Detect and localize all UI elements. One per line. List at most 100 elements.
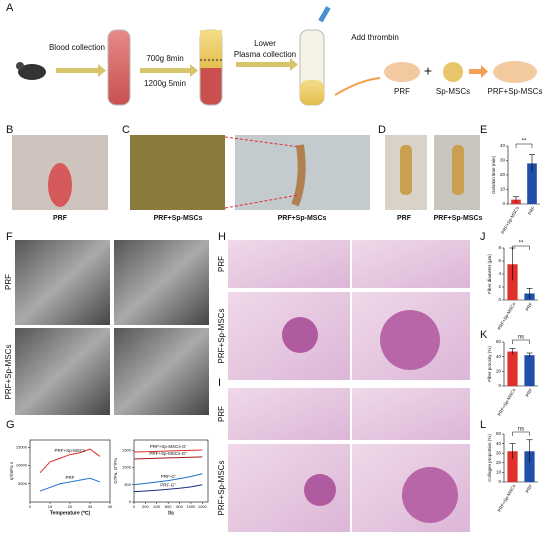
row-label: PRF [217, 406, 226, 422]
scheme-text: 700g 8min [146, 54, 183, 63]
x-tick-label: PRF [525, 301, 534, 312]
bar [507, 451, 518, 482]
significance-bracket [512, 245, 530, 250]
panel-label: E [480, 124, 487, 136]
y-tick-label: 60 [496, 339, 502, 344]
series-label: PRF+Sp-MSCs [55, 448, 87, 453]
y-tick-label: 20 [496, 460, 502, 465]
panel-label: I [218, 377, 221, 389]
panel-label: A [6, 2, 14, 14]
x-tick-label: 200 [142, 504, 149, 509]
panel-label: J [480, 231, 486, 243]
y-tick-label: 1000 [122, 465, 132, 470]
y-tick-label: 2 [498, 284, 501, 289]
x-tick-label: 1200 [198, 504, 208, 509]
series-line [133, 473, 203, 486]
y-axis-label: η*/mPa s [9, 461, 14, 480]
sem-image [15, 328, 110, 415]
y-tick-label: 4 [498, 271, 501, 276]
y-tick-label: 0 [498, 383, 501, 388]
sem-image [15, 240, 110, 325]
y-tick-label: 50 [496, 431, 502, 436]
scheme-text: Plasma collection [234, 50, 296, 59]
x-tick-label: PRF+Sp-MSCs [497, 483, 517, 513]
x-tick-label: PRF+Sp-MSCs [497, 301, 517, 331]
bar [527, 163, 537, 204]
x-tick-label: 600 [165, 504, 172, 509]
sem-image [114, 240, 209, 325]
row-label: PRF+Sp-MSCs [217, 309, 226, 364]
x-tick-label: PRF+Sp-MSCs [497, 387, 517, 417]
scheme-text: Add thrombin [351, 33, 399, 42]
scheme-graphics [16, 6, 537, 106]
y-tick-label: 500 [124, 482, 131, 487]
y-tick-label: 30 [500, 158, 506, 163]
caption: PRF+Sp-MSCs [278, 215, 327, 222]
x-tick-label: 0 [29, 504, 32, 509]
row-label: PRF+Sp-MSCs [4, 345, 13, 400]
scheme-text: Blood collection [49, 43, 105, 52]
y-tick-label: 10 [496, 470, 502, 475]
y-tick-label: 20 [500, 172, 506, 177]
panel-label: B [6, 124, 13, 136]
photos [12, 135, 480, 532]
panel-label: H [218, 231, 226, 243]
caption: PRF+Sp-MSCs [154, 215, 203, 222]
y-tick-label: 8 [498, 245, 501, 250]
bar [524, 355, 535, 386]
stain-image [228, 240, 350, 288]
series-label: PRF+Sp-MSCs-G'' [149, 451, 187, 456]
annotation: ** [519, 241, 524, 247]
y-tick-label: 40 [496, 354, 502, 359]
x-tick-label: 20 [68, 504, 73, 509]
x-tick-label: 10 [48, 504, 53, 509]
scheme-text: 1200g 5min [144, 79, 186, 88]
x-tick-label: 40 [108, 504, 113, 509]
significance-bracket [515, 143, 533, 148]
x-tick-label: PRF [525, 483, 534, 494]
annotation: ** [522, 139, 527, 145]
y-tick-label: 20 [496, 369, 502, 374]
panel-label: G [6, 419, 15, 431]
sem-image [114, 328, 209, 415]
y-axis-label: Fiber diameter (μm) [487, 254, 492, 294]
x-tick-label: PRF [525, 387, 534, 398]
x-tick-label: 1000 [186, 504, 196, 509]
series-line [39, 448, 101, 474]
series-line [133, 484, 203, 493]
y-tick-label: 0 [498, 297, 501, 302]
row-label: PRF+Sp-MSCs [217, 461, 226, 516]
x-axis-label: t/s [168, 510, 174, 516]
significance-bracket [512, 339, 530, 344]
plot-frame [133, 439, 209, 503]
y-tick-label: 1500 [122, 447, 132, 452]
scheme-text: Sp-MSCs [436, 87, 470, 96]
x-axis-label: Temperature (℃) [50, 509, 91, 516]
bar [507, 264, 518, 300]
y-tick-label: 10000 [16, 463, 28, 468]
scheme-text: PRF+Sp-MSCs [488, 87, 543, 96]
stain-image [352, 240, 470, 288]
caption: PRF [53, 215, 68, 222]
y-tick-label: 5000 [18, 481, 28, 486]
panel-label: D [378, 124, 386, 136]
scheme-text: Lower [254, 39, 276, 48]
x-tick-label: 0 [133, 504, 136, 509]
x-tick-label: PRF+Sp-MSCs [500, 205, 520, 235]
series-label: PRF [66, 475, 75, 480]
scheme-text: PRF [394, 87, 410, 96]
bar [524, 451, 535, 482]
y-axis-label: Gelation time (min) [491, 155, 496, 194]
caption: PRF+Sp-MSCs [434, 215, 483, 222]
annotation: ns [518, 335, 524, 341]
x-tick-label: PRF [527, 205, 536, 216]
y-tick-label: 10 [500, 187, 506, 192]
x-tick-label: 400 [153, 504, 160, 509]
series-line [133, 456, 203, 460]
y-tick-label: 0 [502, 201, 505, 206]
y-tick-label: 40 [496, 441, 502, 446]
row-label: PRF [4, 274, 13, 290]
bar [507, 351, 518, 386]
series-line [39, 477, 101, 492]
